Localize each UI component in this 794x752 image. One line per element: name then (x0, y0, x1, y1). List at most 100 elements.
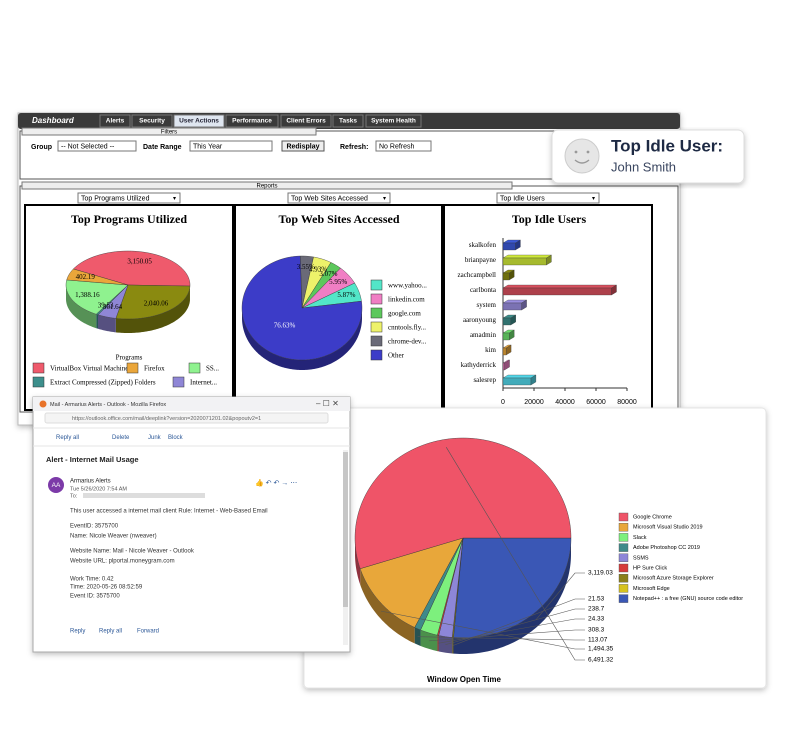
group-select[interactable] (57, 140, 137, 152)
tab[interactable] (173, 114, 225, 128)
x-tick-label: 20000 (524, 399, 544, 406)
pie-slice (301, 267, 355, 309)
window-controls[interactable]: – ☐ ✕ (316, 399, 339, 408)
bar (502, 257, 547, 266)
y-tick-label: zachcampbell (458, 271, 497, 279)
leader-line (445, 447, 585, 661)
body-line: Work Time: 0.42 (70, 577, 114, 583)
body-line: This user accessed a internet mail clien… (70, 509, 268, 515)
tab-label: System Health (371, 118, 416, 125)
legend-swatch (172, 376, 185, 388)
tab[interactable] (332, 114, 364, 128)
scroll-thumb[interactable] (343, 452, 348, 607)
body-line: Time: 2020-05-26 08:52:59 (70, 585, 143, 591)
report-selectors: Top Programs Utilized ▾ Top Web Sites Acce… (77, 192, 600, 204)
legend-swatch (188, 362, 201, 374)
subject: Alert - Internet Mail Usage (46, 455, 139, 464)
avatar-mouth (574, 159, 590, 164)
report-select[interactable] (287, 192, 391, 204)
bar (502, 317, 511, 326)
slice-label: 5.87% (337, 291, 355, 299)
legend-label: chrome-dev... (388, 338, 426, 346)
reports-heading-box (21, 181, 513, 190)
legend-swatch (370, 293, 383, 305)
tab[interactable] (99, 114, 131, 128)
toolbar-button[interactable]: Delete (112, 435, 130, 441)
pie-slice-side (98, 314, 116, 333)
avatar-eye (586, 150, 590, 154)
slice-label: 21.53 (588, 596, 605, 603)
tab[interactable] (131, 114, 173, 128)
url-bar[interactable] (44, 412, 329, 424)
date-select[interactable] (189, 140, 273, 152)
refresh-label: Refresh: (340, 144, 368, 151)
toolbar-button[interactable]: Block (168, 435, 184, 441)
slice-label: 3.55% (297, 263, 315, 271)
idle-panel (443, 204, 653, 411)
action-button[interactable]: Forward (137, 629, 159, 635)
tab[interactable] (365, 114, 422, 128)
sites-chart: Top Web Sites Accessed 3.55%4.93%3.07%5.9… (241, 212, 427, 370)
legend-swatch (618, 574, 629, 583)
toolbar-button[interactable]: Reply all (56, 435, 79, 441)
report-select[interactable] (496, 192, 600, 204)
pie-slice-side (66, 285, 97, 329)
legend-swatch (370, 279, 383, 291)
idle-card-heading: Top Idle User: (611, 136, 723, 155)
email-titlebar (33, 397, 350, 411)
recipient-redacted (83, 493, 205, 498)
pie-slice (354, 437, 572, 569)
pie-slice (453, 537, 572, 639)
pie-slice-side (96, 314, 99, 329)
legend-swatch (370, 321, 383, 333)
slice-label: 2,040.06 (144, 299, 169, 307)
filters-heading: Filters (161, 130, 177, 136)
pie-slice-side (115, 286, 190, 333)
programs-chart: Top Programs Utilized 3,150.05 2,040.06 361… (32, 212, 219, 388)
bar-top (502, 254, 552, 259)
legend-swatch (618, 533, 629, 542)
action-button[interactable]: Reply all (99, 629, 122, 635)
tab[interactable] (225, 114, 279, 128)
legend-swatch (618, 584, 629, 593)
browser-icon (39, 400, 47, 408)
report-select[interactable] (77, 192, 181, 204)
refresh-select[interactable] (375, 140, 432, 152)
x-tick-label: 60000 (586, 399, 606, 406)
legend-label: Google Chrome (633, 514, 672, 520)
redisplay-button[interactable] (281, 140, 325, 152)
sender-avatar (48, 477, 64, 493)
y-tick-label: system (477, 301, 497, 309)
legend-label: SSMS (633, 555, 649, 561)
legend-swatch (618, 594, 629, 603)
legend-label: Internet... (190, 379, 217, 387)
action-button[interactable]: Reply (70, 629, 85, 635)
legend-swatch (618, 523, 629, 532)
email-frame (32, 396, 351, 653)
legend-swatch (618, 512, 629, 522)
message-actions[interactable]: 👍 ↶ ↶ → ⋯ (255, 478, 297, 487)
bar (502, 242, 516, 251)
chart-title: Top Web Sites Accessed (278, 212, 399, 226)
dropdown-arrow: ▾ (592, 196, 595, 202)
leader-line (437, 618, 585, 644)
legend-label: www.yahoo... (388, 282, 427, 290)
tab-label: Tasks (339, 118, 357, 125)
legend-swatch (618, 543, 629, 552)
chart-title: Top Idle Users (512, 212, 587, 226)
idle-chart: Top Idle Users 0 20000 40000 60000 80000 skalk… (458, 212, 637, 406)
url: https://outlook.office.com/mail/deeplink… (72, 416, 261, 422)
y-tick-label: aaronyoung (463, 316, 497, 324)
avatar-icon (564, 138, 600, 174)
legend-label: Microsoft Azure Storage Explorer (633, 576, 714, 582)
avatar-initials: AA (52, 482, 61, 489)
chart-title: Top Programs Utilized (71, 212, 187, 226)
y-tick-label: carlbonta (470, 286, 497, 294)
report-select-label: Top Web Sites Accessed (291, 195, 368, 202)
toolbar-button[interactable]: Junk (148, 435, 162, 441)
tab[interactable] (280, 114, 332, 128)
tab-label: Client Errors (286, 118, 326, 125)
bar (502, 332, 510, 341)
legend-swatch (370, 349, 383, 361)
